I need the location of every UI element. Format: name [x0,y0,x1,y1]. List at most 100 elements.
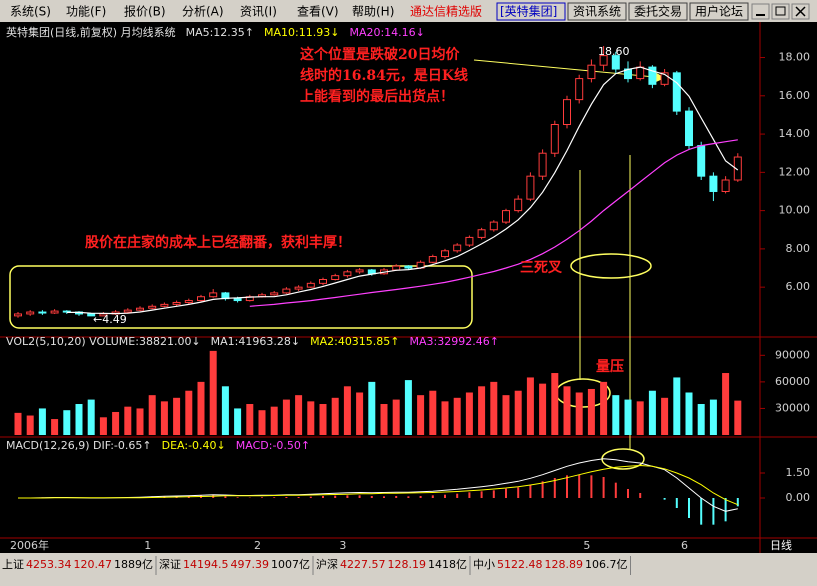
price-label: 18.60 [598,45,630,58]
candle-body [611,55,620,70]
volume-bar [368,381,376,435]
x-tick-label: 5 [583,539,590,552]
volume-bar [465,392,473,435]
candle-body [123,309,132,313]
volume-bar [453,397,461,435]
candle-body [489,221,498,231]
candle-body [233,298,242,302]
maximize-icon [775,6,786,16]
dea-line [18,464,738,506]
candle-body [648,66,657,85]
menu-button-label[interactable]: 委托交易 [634,4,682,19]
indicator-header: MA10:11.93↓ [264,26,339,39]
indicator-header: MA5:12.35↑ [186,26,254,39]
candle-body [160,303,169,307]
candle-body [721,179,730,192]
volume-bar [282,399,290,435]
volume-bar [197,381,205,435]
candle-body [526,175,535,200]
volume-bar [551,373,559,435]
menu-item[interactable]: 系统(S) [10,5,51,19]
minimize-button[interactable] [751,3,770,20]
volume-bar [124,406,132,435]
maximize-button[interactable] [771,3,790,20]
menu-item[interactable]: 查看(V) [297,5,339,19]
price-label: ←4.49 [93,313,127,326]
indicator-header: VOL2(5,10,20) VOLUME:38821.00↓ [6,335,201,348]
pointer-line [473,59,666,79]
status-field: 沪深 [316,557,338,571]
indicator-header: DEA:-0.40↓ [162,439,226,452]
candle-body [282,288,291,294]
candle-body [514,198,523,212]
stock-name: [英特集团] [500,4,557,19]
volume-bar [429,390,437,435]
status-field: 14194.5 [183,558,229,571]
indicator-header: MA1:41963.28↓ [211,335,300,348]
x-tick-label: 3 [339,539,346,552]
status-field: 497.39 [231,558,270,571]
candle-body [355,269,364,273]
volume-bar [612,395,620,435]
volume-bar [38,408,46,435]
highlight-ellipse [570,253,652,279]
menu-button[interactable] [689,2,749,21]
candle-body [172,301,181,305]
y-tick-label: 16.00 [779,89,811,102]
y-tick-label: 12.00 [779,165,811,178]
annotation: 线时的16.84元，是日K线 [300,67,468,84]
volume-bar [221,386,229,435]
volume-bar [173,397,181,435]
volume-bar [380,404,388,435]
volume-bar [673,377,681,435]
candle-body [38,311,47,314]
candle-body [441,250,449,258]
volume-bar [661,397,669,435]
candle-body [428,256,437,263]
candle-body [184,300,193,303]
status-field: 128.89 [545,558,584,571]
volume-bar [26,415,34,435]
volume-bar [14,412,22,435]
candle-body [550,124,559,154]
volume-bar [709,399,717,435]
menu-item[interactable]: 功能(F) [66,5,106,19]
candle-body [477,229,486,238]
volume-bar [648,390,656,435]
candle-body [709,175,718,192]
candle-body [587,64,596,80]
candle-body [306,282,315,288]
annotation: 股价在庄家的成本上已经翻番，获利丰厚！ [85,234,351,251]
brand: 通达信精选版 [410,5,482,19]
candle-body [465,236,474,246]
candle-body [197,296,205,302]
status-field: 1889亿 [114,558,153,571]
volume-bar [575,392,583,435]
candle-body [270,292,279,296]
stock-box [496,2,566,21]
menu-item[interactable]: 报价(B) [124,4,166,19]
menu-item[interactable]: 帮助(H) [352,5,394,19]
volume-bar [307,401,315,435]
volume-bar [636,401,644,435]
menu-item[interactable]: 分析(A) [182,5,224,19]
y-tick-label: 14.00 [779,127,811,140]
candle-body [136,307,144,311]
menu-button[interactable] [628,2,688,21]
volume-bar [624,399,632,435]
indicator-header: MACD:-0.50↑ [236,439,310,452]
menu-item[interactable]: 资讯(I) [240,5,277,19]
y-tick-label: 8.00 [786,242,811,255]
menu-button-label[interactable]: 资讯系统 [573,5,621,19]
status-field: 120.47 [74,558,113,571]
candle-body [599,55,608,66]
menu-button[interactable] [567,2,627,21]
x-tick-label: 2006年 [10,538,49,552]
candle-body [660,72,669,85]
candle-body [87,313,96,317]
x-tick-label: 2 [254,539,261,552]
indicator-header: 英特集团(日线,前复权) 月均线系统 [6,25,176,39]
menu-button-label[interactable]: 用户论坛 [695,4,743,19]
volume-bar [697,404,705,435]
